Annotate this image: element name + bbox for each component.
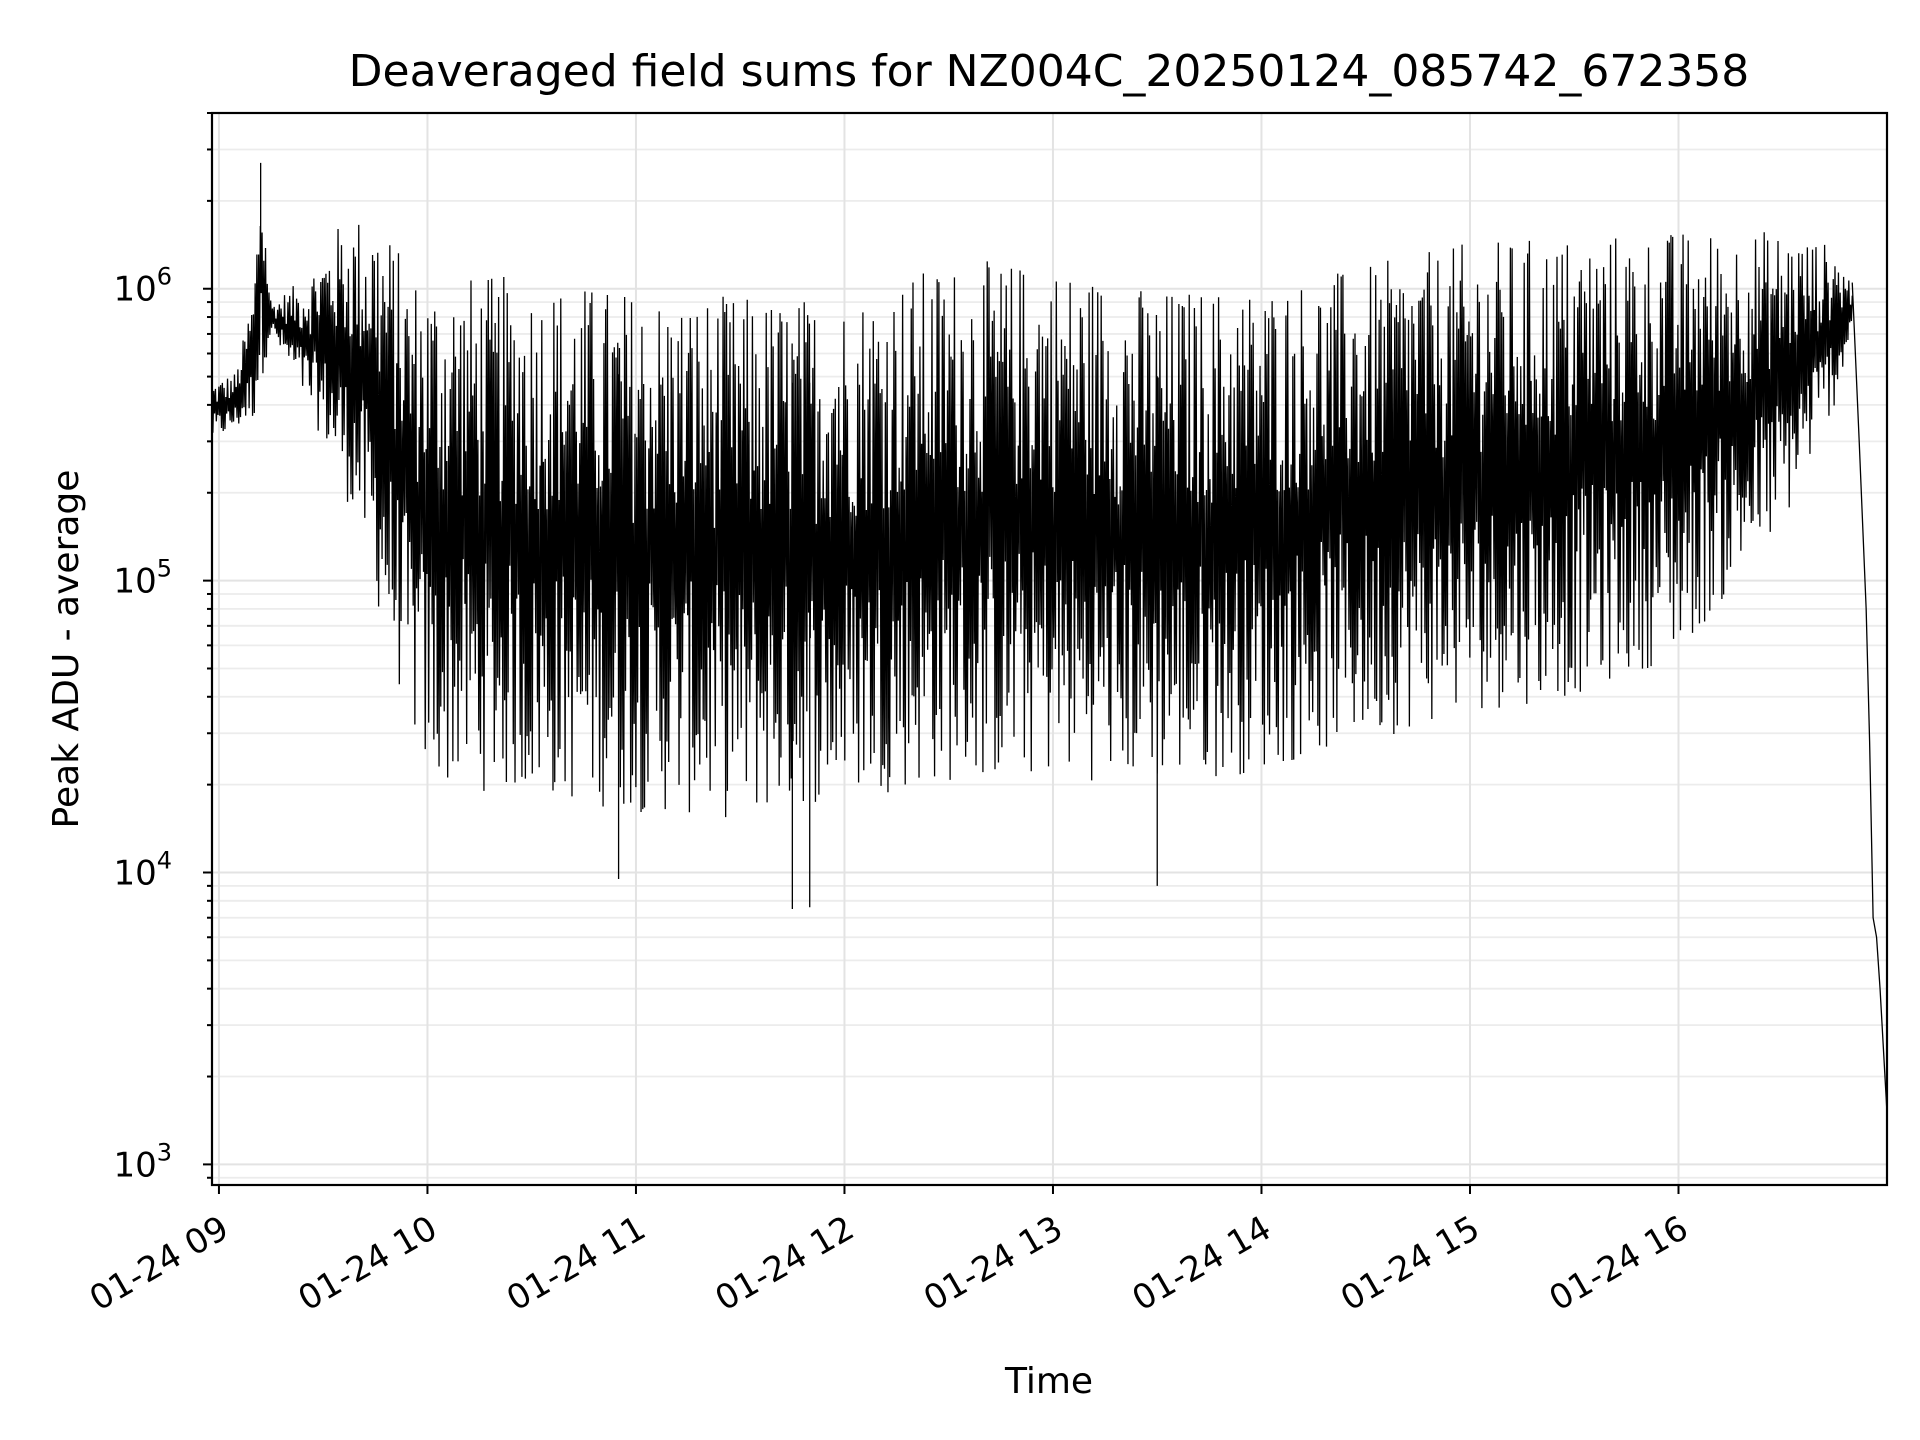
x-axis-label: Time [1004,1361,1093,1402]
series-line [211,162,1888,1114]
y-tick-label: 105 [113,555,172,602]
y-tick-label: 106 [113,263,172,310]
data-layer [211,162,1888,1114]
chart-title: Deaveraged field sums for NZ004C_2025012… [349,46,1750,97]
plot-frame [210,111,1889,1187]
y-axis-label: Peak ADU - average [46,470,87,829]
y-tick-label: 104 [113,847,172,894]
y-tick-label: 103 [113,1138,172,1185]
